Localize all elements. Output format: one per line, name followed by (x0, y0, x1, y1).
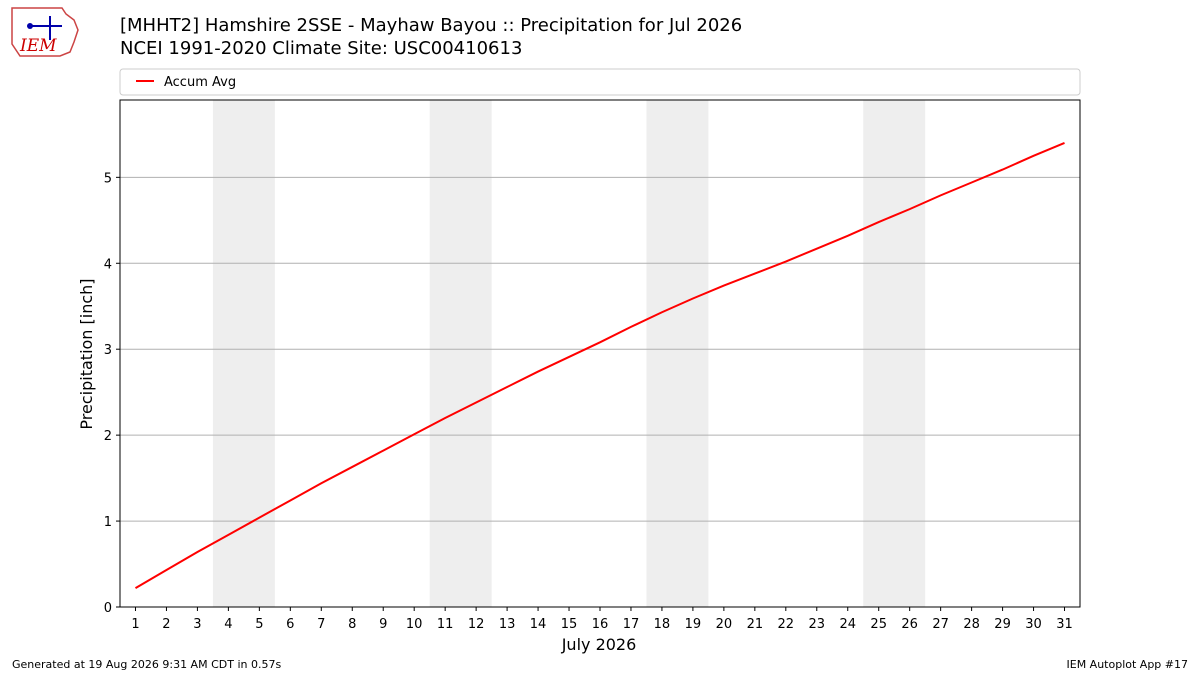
x-tick-label: 21 (747, 617, 764, 632)
y-tick-label: 5 (104, 171, 112, 186)
x-tick-label: 27 (932, 617, 949, 632)
chart-title: [MHHT2] Hamshire 2SSE - Mayhaw Bayou :: … (120, 15, 742, 36)
x-tick-label: 25 (870, 617, 887, 632)
x-tick-label: 23 (809, 617, 826, 632)
x-tick-label: 3 (193, 617, 201, 632)
x-tick-label: 10 (406, 617, 423, 632)
x-tick-label: 30 (1025, 617, 1042, 632)
x-tick-label: 14 (530, 617, 547, 632)
y-tick-label: 4 (104, 257, 112, 272)
weekend-band (646, 100, 709, 607)
logo: IEM (11, 7, 79, 57)
x-tick-label: 18 (654, 617, 671, 632)
legend-box (119, 68, 1081, 96)
x-tick-label: 8 (348, 617, 356, 632)
x-tick-label: 7 (317, 617, 325, 632)
x-tick-label: 17 (623, 617, 640, 632)
weekend-band (212, 100, 275, 607)
x-tick-label: 5 (255, 617, 263, 632)
line-series (134, 142, 1065, 589)
y-tick-label: 2 (104, 429, 112, 444)
x-tick-label: 4 (224, 617, 232, 632)
x-tick-label: 13 (499, 617, 516, 632)
x-tick-label: 19 (685, 617, 702, 632)
y-axis-label: Precipitation [inch] (77, 278, 96, 429)
x-tick-label: 24 (839, 617, 856, 632)
x-tick-label: 1 (131, 617, 139, 632)
x-tick-label: 31 (1056, 617, 1073, 632)
x-tick-label: 9 (379, 617, 387, 632)
x-tick-label: 16 (592, 617, 609, 632)
plot-frame (119, 99, 1081, 608)
y-tick-label: 1 (104, 515, 112, 530)
x-tick-label: 28 (963, 617, 980, 632)
legend-label: Accum Avg (164, 75, 236, 90)
y-tick-label: 0 (104, 601, 112, 616)
x-axis-label: July 2026 (561, 635, 637, 654)
x-tick-label: 11 (437, 617, 454, 632)
footer-left: Generated at 19 Aug 2026 9:31 AM CDT in … (12, 658, 281, 671)
x-tick-label: 12 (468, 617, 485, 632)
x-tick-label: 29 (994, 617, 1011, 632)
x-tick-label: 6 (286, 617, 294, 632)
y-tick-label: 3 (104, 343, 112, 358)
weekend-band (429, 100, 492, 607)
x-tick-label: 2 (162, 617, 170, 632)
x-tick-label: 20 (716, 617, 733, 632)
x-tick-label: 15 (561, 617, 578, 632)
footer-right: IEM Autoplot App #17 (1067, 658, 1189, 671)
logo-text: IEM (19, 36, 57, 56)
weekend-band (863, 100, 926, 607)
x-tick-label: 22 (778, 617, 795, 632)
x-tick-label: 26 (901, 617, 918, 632)
chart-subtitle: NCEI 1991-2020 Climate Site: USC00410613 (120, 38, 522, 59)
